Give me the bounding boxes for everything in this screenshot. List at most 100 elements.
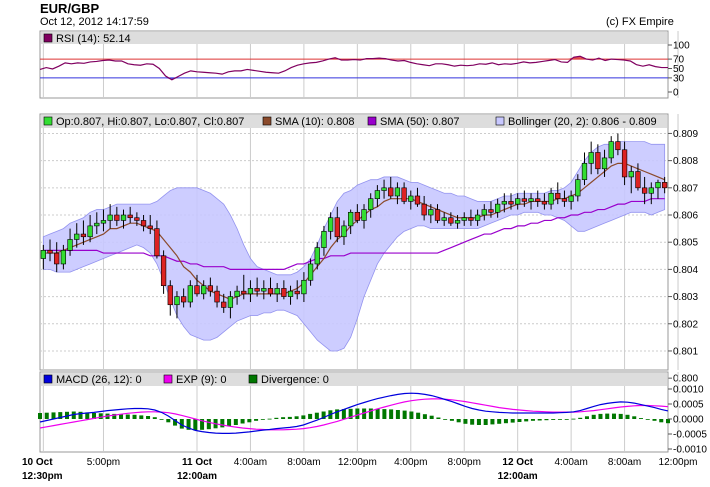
divergence-bar <box>530 419 535 421</box>
divergence-bar <box>395 410 400 419</box>
y-tick-label: -0.0010 <box>673 445 707 456</box>
divergence-bar <box>308 413 313 419</box>
price-y-ticks: 0.809 0.808 0.807 0.806 0.805 0.804 0.803 0.802… <box>668 129 698 385</box>
divergence-bar <box>92 413 97 419</box>
candle-body <box>327 217 334 232</box>
y-tick-label: 0.0005 <box>673 400 704 411</box>
macd-legend: MACD (26, 12): 0 EXP (9): 0 Divergence: … <box>43 374 329 386</box>
divergence-bar <box>443 419 448 420</box>
candle-body <box>401 187 407 202</box>
candle-body <box>187 285 193 303</box>
candle-body <box>321 231 327 248</box>
candle-body <box>227 296 234 308</box>
divergence-bar <box>389 409 394 419</box>
x-tick-sublabel: 12:30pm <box>22 471 63 482</box>
divergence-bar <box>173 419 178 426</box>
divergence-bar <box>422 414 427 419</box>
candle-body <box>234 290 240 297</box>
legend-swatch-divergence <box>248 374 258 384</box>
y-tick-label: 0.807 <box>673 183 698 194</box>
candle-body <box>521 198 527 202</box>
divergence-bar <box>456 419 461 423</box>
divergence-bar <box>335 409 340 419</box>
x-tick-label: 4:00am <box>554 457 587 468</box>
legend-sma50: SMA (50): 0.807 <box>380 116 460 128</box>
candle-body <box>47 250 53 254</box>
candle-body <box>114 214 120 221</box>
divergence-bar <box>503 419 508 424</box>
candle-body <box>421 203 427 216</box>
chart-title: EUR/GBP <box>40 1 100 16</box>
divergence-bar <box>517 419 522 422</box>
candle-body <box>247 288 254 295</box>
legend-swatch-exp <box>163 374 173 384</box>
y-tick-label: 0.805 <box>673 238 698 249</box>
candle-body <box>408 195 414 202</box>
divergence-bar <box>652 419 657 421</box>
candle-body <box>601 157 608 170</box>
rsi-legend-swatch <box>43 33 53 43</box>
divergence-bar <box>240 419 245 424</box>
price-legend: Op:0.807, Hi:0.807, Lo:0.807, Cl:0.807 S… <box>43 116 657 128</box>
candle-body <box>54 252 60 265</box>
divergence-bar <box>206 419 211 430</box>
candles <box>40 133 668 319</box>
candle-body <box>414 195 421 205</box>
candle-body <box>581 163 588 180</box>
legend-swatch-macd <box>43 374 53 384</box>
candle-body <box>434 209 441 221</box>
divergence-bar <box>611 413 616 419</box>
divergence-bar <box>159 419 164 420</box>
candle-body <box>80 233 87 238</box>
candle-body <box>588 152 594 164</box>
divergence-bar <box>220 419 225 428</box>
candle-body <box>488 209 494 213</box>
candle-body <box>87 225 93 238</box>
candle-body <box>535 198 541 202</box>
x-tick-label: 8:00am <box>287 457 320 468</box>
candle-body <box>508 201 514 205</box>
candle-body <box>561 198 568 202</box>
divergence-bar <box>632 416 637 419</box>
divergence-bar <box>625 414 630 419</box>
divergence-bar <box>267 418 272 420</box>
divergence-bar <box>375 408 380 419</box>
candle-body <box>267 288 274 295</box>
candle-body <box>628 171 634 178</box>
candle-body <box>67 239 73 251</box>
legend-divergence: Divergence: 0 <box>261 374 329 386</box>
candle-body <box>368 198 374 210</box>
y-tick-label: 0.803 <box>673 292 698 303</box>
x-tick-label: 4:00pm <box>394 457 427 468</box>
candle-body <box>641 187 648 194</box>
divergence-bar <box>301 415 306 419</box>
candle-body <box>314 247 320 265</box>
candle-body <box>287 290 294 297</box>
legend-swatch-sma50 <box>367 116 377 126</box>
rsi-legend-label: RSI (14): 52.14 <box>56 33 131 45</box>
candle-body <box>541 201 548 205</box>
divergence-bar <box>152 417 157 419</box>
divergence-bar <box>200 419 205 430</box>
candle-body <box>201 285 207 295</box>
divergence-bar <box>497 419 502 424</box>
x-tick-label: 8:00pm <box>448 457 481 468</box>
candle-body <box>147 225 153 229</box>
x-tick-label: 12:00pm <box>659 457 698 468</box>
divergence-bar <box>571 418 576 420</box>
legend-macd: MACD (26, 12): 0 <box>56 374 142 386</box>
divergence-bar <box>186 419 191 430</box>
divergence-bar <box>146 416 151 419</box>
divergence-bar <box>98 413 103 419</box>
candle-body <box>181 296 187 303</box>
divergence-bar <box>402 410 407 419</box>
divergence-bar <box>470 419 475 425</box>
candle-body <box>60 250 67 265</box>
candle-body <box>394 187 401 197</box>
candle-body <box>468 217 474 221</box>
candle-body <box>388 187 394 197</box>
candle-body <box>354 211 360 221</box>
candle-body <box>127 214 133 219</box>
x-tick-sublabel: 12:00am <box>177 471 217 482</box>
